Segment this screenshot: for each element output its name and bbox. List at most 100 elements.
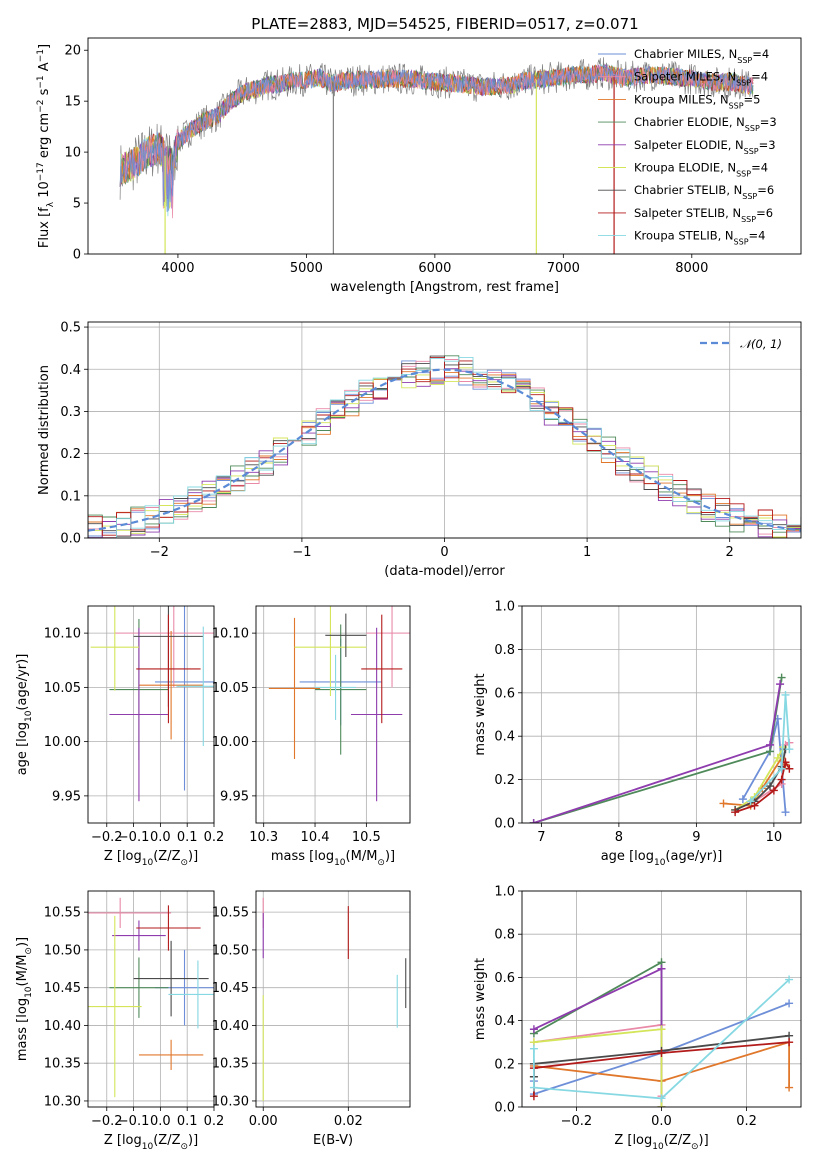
series-marker-kroupa_stelib [777, 764, 786, 773]
legend-suffix: =4 [751, 161, 768, 175]
label-part: Normed distribution [37, 365, 52, 495]
label-part: )] [385, 849, 395, 864]
y-tick-label: 10.45 [44, 981, 81, 996]
label-part: (Z/Z [153, 849, 180, 864]
series-marker-kroupa_stelib [746, 797, 755, 806]
legend-label-salpeter_elodie: Salpeter ELODIE, NSSP=3 [634, 138, 776, 156]
label-part: E(B-V) [313, 1133, 353, 1148]
label-part: 10 [142, 1142, 154, 1152]
mass_vs_Z-errorbars [88, 897, 214, 1098]
spectrum-ylabel: Flux [fλ 10−17 erg cm−2 s−1 A−1] [36, 44, 56, 248]
age_vs_Z-ylabel: age [log10(age/yr)] [15, 654, 34, 776]
x-tick-label: 10.4 [301, 830, 330, 845]
x-tick-label: 0.0 [651, 1114, 672, 1129]
label-part: ⊙ [377, 858, 385, 868]
x-tick-label: 0.0 [150, 830, 171, 845]
series-marker-kroupa_miles [785, 1083, 794, 1092]
x-tick-label: 8 [615, 830, 623, 845]
y-tick-label: 10.35 [212, 1057, 249, 1072]
series-marker-salpeter_elodie [529, 1025, 538, 1034]
series-marker-chabrier_stelib [766, 782, 774, 791]
y-tick-label: 10.55 [212, 906, 249, 921]
y-tick-label: 10.10 [212, 627, 249, 642]
mass_weight_vs_Z-frame [521, 890, 802, 1108]
series-marker-salpeter_stelib [785, 764, 794, 773]
histogram-legend: 𝒩(0, 1) [700, 337, 782, 351]
age_vs_Z-frame [87, 605, 215, 824]
y-tick-label: 0.4 [494, 730, 515, 745]
spectrum-lines [119, 57, 754, 254]
mass_vs_Z-ylabel: mass [log10(M/M⊙)] [15, 937, 34, 1061]
label-part: (Z/Z [153, 1133, 180, 1148]
x-tick-label: 0 [440, 545, 448, 560]
y-tick-label: 0.2 [494, 773, 515, 788]
x-tick-label: 8000 [675, 261, 708, 276]
legend-label-kroupa_miles: Kroupa MILES, NSSP=5 [634, 92, 760, 110]
x-tick-label: 9 [692, 830, 700, 845]
label-part: −1 [36, 75, 46, 88]
legend-suffix: =5 [744, 92, 761, 106]
label-part: log [15, 998, 30, 1018]
x-tick-label: 0.0 [150, 1114, 171, 1129]
y-tick-label: 10.45 [212, 981, 249, 996]
label-part: wavelength [Angstrom, rest frame] [330, 280, 559, 295]
y-tick-label: 10.55 [44, 906, 81, 921]
label-part: 10 [654, 858, 666, 868]
label-part: s [37, 88, 52, 99]
legend-suffix: =4 [751, 70, 768, 84]
y-tick-label: 0.4 [60, 363, 81, 378]
x-tick-label: 0.2 [204, 830, 225, 845]
label-part: Z [ [614, 1133, 632, 1148]
series-marker-kroupa_miles [719, 799, 728, 808]
mass_weight_vs_age-lines [529, 673, 794, 823]
age_vs_mass-errorbars [268, 606, 410, 802]
series-marker-salpeter_stelib [769, 786, 778, 795]
y-tick-label: 5 [73, 197, 81, 212]
series-marker-kroupa_elodie [773, 753, 782, 762]
label-part: 10 [652, 1142, 664, 1152]
legend-suffix: =6 [756, 206, 773, 220]
y-tick-label: 10.30 [44, 1094, 81, 1109]
legend-label-chabrier_miles: Chabrier MILES, NSSP=4 [634, 47, 769, 65]
label-part: ⊙ [180, 858, 188, 868]
y-tick-label: 15 [64, 95, 81, 110]
legend-label-kroupa_elodie: Kroupa ELODIE, NSSP=4 [634, 161, 768, 179]
label-part: )] [188, 849, 198, 864]
series-marker-salpeter_stelib [750, 801, 759, 810]
x-tick-label: 5000 [290, 261, 323, 276]
label-part: )] [188, 1133, 198, 1148]
label-part: mass [ [271, 849, 314, 864]
series-marker-kroupa_stelib [529, 1083, 538, 1092]
legend-subscript: SSP [744, 146, 759, 155]
mass_weight_vs_Z-ylabel: mass weight [473, 958, 488, 1040]
histogram-salpeter_stelib [88, 356, 801, 538]
legend-subscript: SSP [741, 214, 756, 223]
x-tick-label: 7 [537, 830, 545, 845]
legend-text: Salpeter ELODIE, N [634, 138, 744, 152]
x-tick-label: −2 [150, 545, 169, 560]
series-marker-salpeter_elodie [529, 819, 538, 823]
mass_weight_vs_Z-lines [529, 958, 794, 1107]
label-part: −17 [36, 162, 46, 181]
label-part: log [15, 722, 30, 742]
label-part: 10 [37, 181, 52, 202]
y-tick-label: 10.00 [212, 735, 249, 750]
series-marker-kroupa_stelib [657, 1094, 666, 1103]
series-marker-chabrier_elodie [777, 673, 786, 682]
x-tick-label: 0.2 [736, 1114, 757, 1129]
spectrum-title: PLATE=2883, MJD=54525, FIBERID=0517, z=0… [251, 15, 638, 33]
label-part: (data-model)/error [384, 564, 505, 579]
legend-subscript: SSP [745, 124, 760, 133]
label-part: log [632, 1133, 652, 1148]
y-tick-label: 0 [73, 248, 81, 263]
series-line-kroupa_elodie [734, 746, 785, 811]
mass_vs_ebv-errorbars [262, 897, 407, 1101]
series-marker-kroupa_stelib [781, 690, 790, 699]
y-tick-label: 10.10 [44, 627, 81, 642]
legend-text: Salpeter MILES, N [634, 70, 736, 84]
y-tick-label: 0.2 [60, 447, 81, 462]
y-tick-label: 0.2 [494, 1057, 515, 1072]
residual_hist-ylabel: Normed distribution [37, 365, 52, 495]
series-marker-kroupa_stelib [785, 745, 794, 754]
